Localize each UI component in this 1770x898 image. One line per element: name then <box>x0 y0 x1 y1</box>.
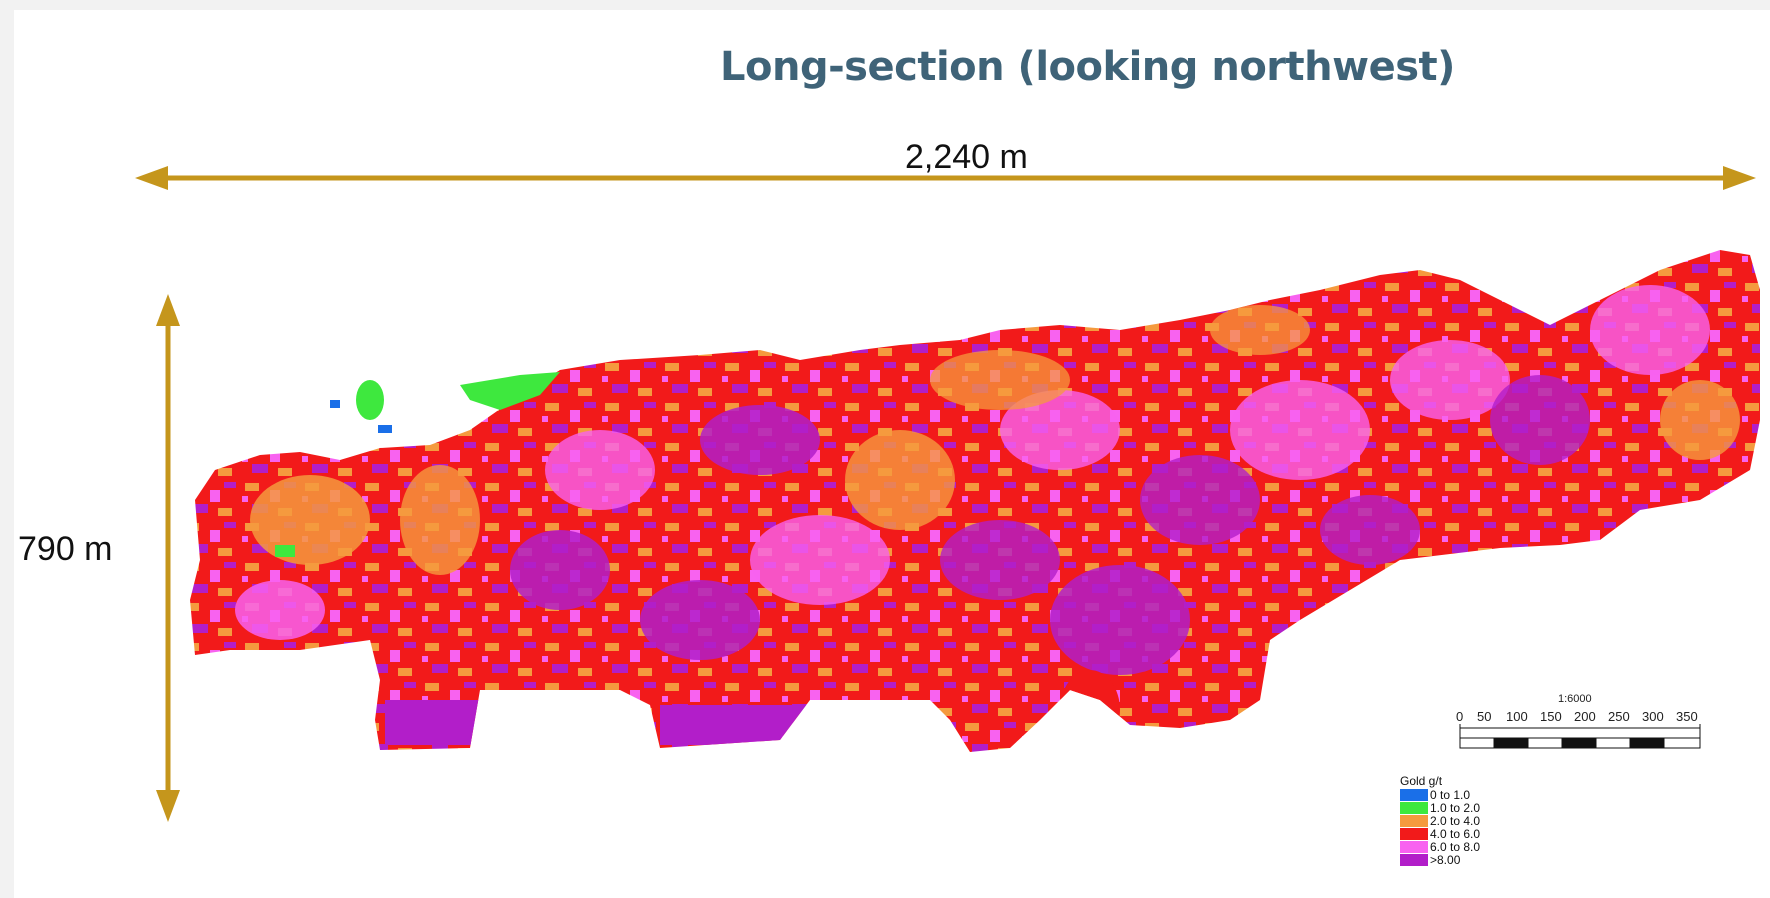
scale-bar <box>1459 724 1701 749</box>
legend-item: >8.00 <box>1400 852 1480 867</box>
legend-swatch <box>1400 814 1428 827</box>
legend-item: 2.0 to 4.0 <box>1400 813 1481 828</box>
legend-label: 0 to 1.0 <box>1430 787 1471 802</box>
grade-legend: Gold g/t 0 to 1.0 1.0 to 2.0 2.0 to 4.0 … <box>1400 774 1481 867</box>
legend-swatch <box>1400 801 1428 814</box>
scale-tick: 250 <box>1608 709 1630 724</box>
section-title: Long-section (looking northwest) <box>720 44 1455 90</box>
legend-swatch <box>1400 840 1428 853</box>
legend-label: >8.00 <box>1430 852 1461 867</box>
legend-item: 4.0 to 6.0 <box>1400 826 1481 841</box>
height-dimension-arrow <box>156 294 180 822</box>
height-label: 790 m <box>18 530 113 568</box>
legend-item: 0 to 1.0 <box>1400 787 1480 802</box>
scale-tick: 50 <box>1477 709 1492 724</box>
scale-tick: 0 <box>1456 709 1464 724</box>
legend-label: 1.0 to 2.0 <box>1430 800 1481 815</box>
legend-swatch <box>1400 827 1428 840</box>
legend-title: Gold g/t <box>1400 774 1443 788</box>
low-grade-patches <box>275 372 560 557</box>
scale-tick: 100 <box>1506 709 1528 724</box>
legend-label: 6.0 to 8.0 <box>1430 839 1481 854</box>
legend-swatch <box>1400 788 1428 801</box>
legend-label: 4.0 to 6.0 <box>1430 826 1481 841</box>
legend-item: 6.0 to 8.0 <box>1400 839 1481 854</box>
scale-tick: 300 <box>1642 709 1664 724</box>
legend-swatch <box>1400 853 1428 866</box>
legend-label: 2.0 to 4.0 <box>1430 813 1481 828</box>
scale-tick: 150 <box>1540 709 1562 724</box>
scale-tick: 200 <box>1574 709 1596 724</box>
scale-tick: 350 <box>1676 709 1698 724</box>
width-label: 2,240 m <box>905 138 1028 176</box>
scale-ratio: 1:6000 <box>1558 693 1592 705</box>
orebody-grade-map <box>190 250 1760 752</box>
width-dimension-arrow <box>135 166 1756 190</box>
legend-item: 1.0 to 2.0 <box>1400 800 1481 815</box>
